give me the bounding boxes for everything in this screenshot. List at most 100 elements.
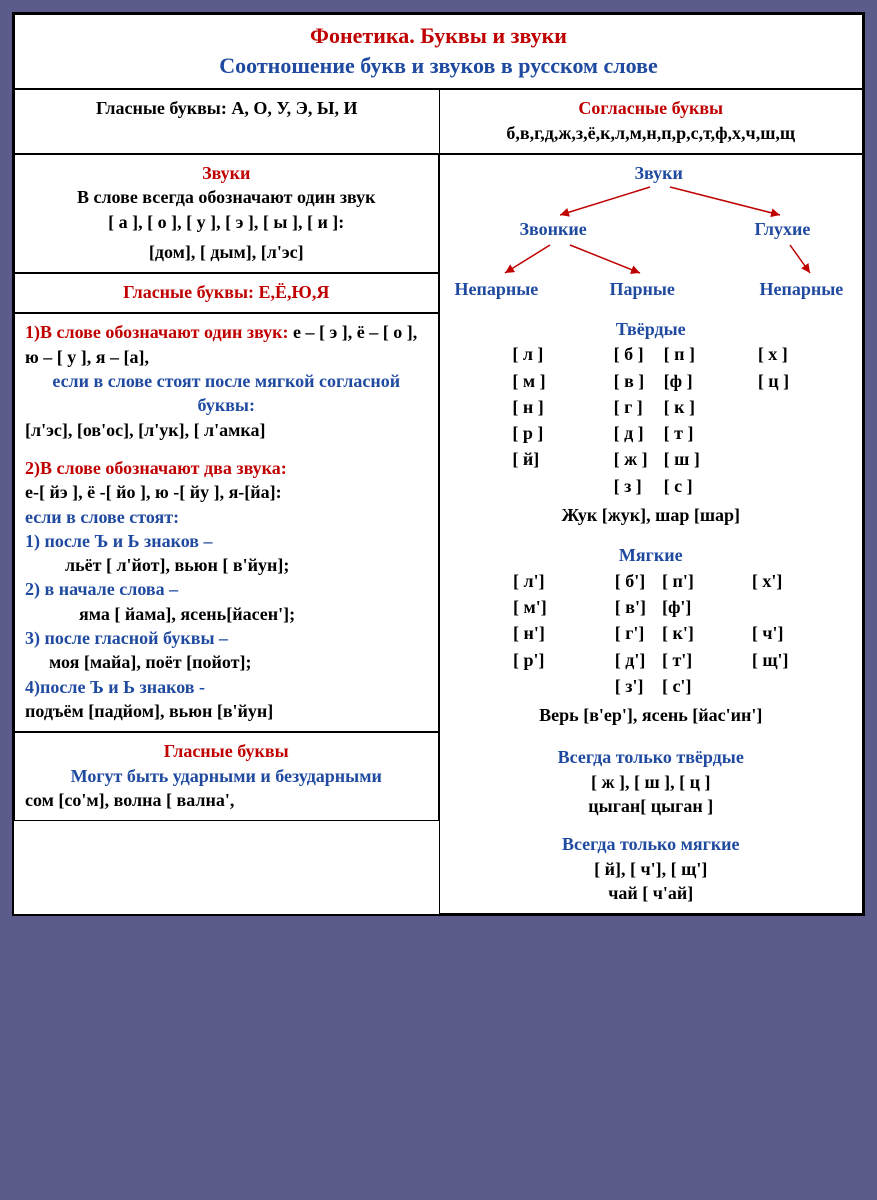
r2-1ex: льёт [ л'йот], вьюн [ в'йун]; <box>25 553 428 577</box>
grid-cell: [ х ] <box>708 341 797 367</box>
grid-cell: [ з'] <box>607 673 654 699</box>
grid-cell: [ д'] <box>607 647 654 673</box>
r2-4: 4)после Ъ и Ь знаков - <box>25 677 205 697</box>
soft-ex: Верь [в'ер'], ясень [йас'ин'] <box>450 703 853 727</box>
grid-cell: [ г ] <box>606 394 656 420</box>
grid-cell <box>504 473 605 499</box>
rule2-map: е-[ йэ ], ё -[ йо ], ю -[ йу ], я-[йа]: <box>25 480 428 504</box>
grid-cell: [ с'] <box>654 673 702 699</box>
title-cell: Фонетика. Буквы и звуки Соотношение букв… <box>14 14 863 89</box>
grid-cell: [ м'] <box>505 594 607 620</box>
always-soft-label: Всегда только мягкие <box>450 832 853 856</box>
rule1-ex: [л'эс], [ов'ос], [л'ук], [ л'амка] <box>25 418 428 442</box>
consonants-list: б,в,г,д,ж,з,ё,к,л,м,н,п,р,с,т,ф,х,ч,ш,щ <box>450 121 853 145</box>
grid-cell <box>505 673 607 699</box>
always-soft-ex: чай [ ч'ай] <box>450 881 853 905</box>
grid-cell: [ р ] <box>504 420 605 446</box>
grid-cell: [ й] <box>504 446 605 472</box>
grid-cell: [ б'] <box>607 568 654 594</box>
grid-cell: [ ц ] <box>708 368 797 394</box>
grid-cell: [ д ] <box>606 420 656 446</box>
grid-cell: [ х'] <box>702 568 797 594</box>
grid-cell: [ ш ] <box>656 446 708 472</box>
grid-cell: [ к ] <box>656 394 708 420</box>
grid-cell: [ н ] <box>504 394 605 420</box>
grid-cell: [ в ] <box>606 368 656 394</box>
grid-cell <box>702 594 797 620</box>
tree-root: Звуки <box>635 161 683 185</box>
vowels-head-cell: Гласные буквы: А, О, У, Э, Ы, И <box>14 89 439 154</box>
vowel-head2: Гласные буквы: Е,Ё,Ю,Я <box>123 282 329 302</box>
r2-2: 2) в начале слова – <box>25 579 178 599</box>
vowel-sounds-cell: Звуки В слове всегда обозначают один зву… <box>14 154 439 273</box>
grid-cell: [ т ] <box>656 420 708 446</box>
grid-cell: [ф ] <box>656 368 708 394</box>
grid-cell: [ п'] <box>654 568 702 594</box>
grid-cell: [ в'] <box>607 594 654 620</box>
r2-1: 1) после Ъ и Ь знаков – <box>25 531 213 551</box>
r2-2ex: яма [ йама], ясень[йасен']; <box>25 602 428 626</box>
sounds-label: Звуки <box>25 161 428 185</box>
grid-cell: [ м ] <box>504 368 605 394</box>
soft-label: Мягкие <box>450 543 853 567</box>
soft-grid: [ л'][ б'][ п'][ х'][ м'][ в'][ф'][ н'][… <box>505 568 797 699</box>
tree-voiced: Звонкие <box>520 217 587 241</box>
tree-voiceless: Глухие <box>755 217 811 241</box>
grid-cell <box>708 446 797 472</box>
hard-grid: [ л ][ б ][ п ][ х ][ м ][ в ][ф ][ ц ][… <box>504 341 797 499</box>
grid-cell: [ к'] <box>654 620 702 646</box>
stress-cell: Гласные буквы Могут быть ударными и безу… <box>14 732 439 821</box>
sound-tree: Звуки Звонкие Глухие Непарные Парные Неп… <box>450 161 853 311</box>
subtitle: Соотношение букв и звуков в русском слов… <box>25 51 852 81</box>
tree-unpaired2: Непарные <box>760 277 844 301</box>
consonants-head-cell: Согласные буквы б,в,г,д,ж,з,ё,к,л,м,н,п,… <box>439 89 864 154</box>
tree-unpaired1: Непарные <box>455 277 539 301</box>
grid-cell: [ с ] <box>656 473 708 499</box>
rule2-lead: 2)В слове обозначают два звука: <box>25 458 287 478</box>
right-col: Звуки Звонкие Глухие Непарные Парные Неп… <box>439 154 864 914</box>
grid-cell: [ щ'] <box>702 647 797 673</box>
always-hard-label: Всегда только твёрдые <box>450 745 853 769</box>
grid-cell: [ б ] <box>606 341 656 367</box>
r2-3ex: моя [майа], поёт [пойот]; <box>25 650 428 674</box>
left-col: Звуки В слове всегда обозначают один зву… <box>14 154 439 914</box>
always-hard: [ ж ], [ ш ], [ ц ] <box>450 770 853 794</box>
hard-label: Твёрдые <box>450 317 853 341</box>
grid-cell: [ р'] <box>505 647 607 673</box>
grid-cell: [ ч'] <box>702 620 797 646</box>
sounds-ex: [дом], [ дым], [л'эс] <box>25 240 428 264</box>
always-soft: [ й], [ ч'], [ щ'] <box>450 857 853 881</box>
always-hard-ex: цыган[ цыган ] <box>450 794 853 818</box>
rule1-cond: если в слове стоят после мягкой согласно… <box>25 369 428 418</box>
title: Фонетика. Буквы и звуки <box>25 21 852 51</box>
vowel-head2-cell: Гласные буквы: Е,Ё,Ю,Я <box>14 273 439 313</box>
stress-ex: сом [со'м], волна [ вална', <box>25 788 428 812</box>
grid-cell: [ ж ] <box>606 446 656 472</box>
grid-cell: [ т'] <box>654 647 702 673</box>
sounds-line: [ а ], [ о ], [ у ], [ э ], [ ы ], [ и ]… <box>25 210 428 234</box>
consonants-head: Согласные буквы <box>450 96 853 120</box>
grid-cell <box>708 394 797 420</box>
grid-cell <box>702 673 797 699</box>
vowels-head: Гласные буквы: А, О, У, Э, Ы, И <box>96 98 358 118</box>
tree-paired: Парные <box>610 277 675 301</box>
grid-cell <box>708 473 797 499</box>
grid-cell: [ п ] <box>656 341 708 367</box>
r2-4ex: подъём [падйом], вьюн [в'йун] <box>25 699 428 723</box>
grid-cell: [ з ] <box>606 473 656 499</box>
phonetics-table: Фонетика. Буквы и звуки Соотношение букв… <box>12 12 865 916</box>
rule1-lead: 1)В слове обозначают один звук: <box>25 322 289 342</box>
r2-3: 3) после гласной буквы – <box>25 628 228 648</box>
vowel-rules-cell: 1)В слове обозначают один звук: е – [ э … <box>14 313 439 732</box>
grid-cell: [ф'] <box>654 594 702 620</box>
grid-cell: [ л ] <box>504 341 605 367</box>
stress-sub: Могут быть ударными и безударными <box>25 764 428 788</box>
hard-ex: Жук [жук], шар [шар] <box>450 503 853 527</box>
grid-cell: [ г'] <box>607 620 654 646</box>
sounds-text: В слове всегда обозначают один звук <box>25 185 428 209</box>
stress-head: Гласные буквы <box>25 739 428 763</box>
grid-cell: [ л'] <box>505 568 607 594</box>
grid-cell: [ н'] <box>505 620 607 646</box>
rule2-cond: если в слове стоят: <box>25 505 428 529</box>
grid-cell <box>708 420 797 446</box>
